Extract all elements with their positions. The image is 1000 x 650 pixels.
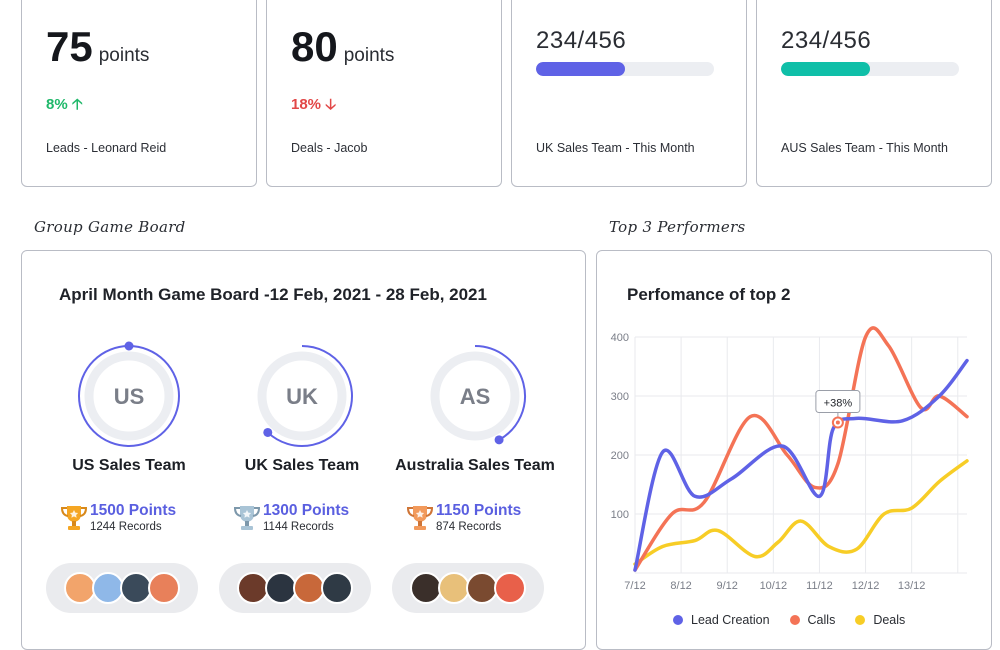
team-progress-ring: US (78, 341, 180, 447)
team-records: 1144 Records (263, 520, 334, 533)
ring-progress (267, 345, 353, 447)
game-board-title: April Month Game Board -12 Feb, 2021 - 2… (59, 285, 487, 304)
team-points-row: 1300 Points 1144 Records (231, 501, 349, 533)
legend-dot (789, 615, 800, 625)
x-tick-label: 13/12 (898, 580, 926, 592)
progress-bar-fill (781, 62, 870, 76)
x-tick-label: 12/12 (852, 580, 880, 592)
x-tick-label: 9/12 (717, 580, 738, 592)
x-tick-label: 8/12 (670, 580, 691, 592)
stat-change: 18% 🡣 (291, 96, 336, 113)
chart-title: Perfomance of top 2 (627, 285, 791, 304)
stat-label: Deals - Jacob (291, 141, 368, 155)
legend-label: Calls (807, 613, 836, 627)
stat-value: 80 points (291, 23, 395, 70)
team-name: US Sales Team (72, 457, 186, 474)
series-line[interactable] (633, 326, 969, 572)
avatar[interactable] (64, 572, 96, 604)
avatar[interactable] (494, 572, 526, 604)
team-initials: US (114, 384, 145, 409)
ring-knob[interactable] (494, 435, 504, 445)
avatar[interactable] (410, 572, 442, 604)
team-points: 1500 Points (90, 501, 177, 519)
stat-card-deals: 80 points 18% 🡣 Deals - Jacob (266, 0, 502, 187)
data-point-marker-center (835, 420, 840, 425)
legend-item[interactable]: Deals (855, 613, 905, 627)
avatar[interactable] (438, 572, 470, 604)
team-name: UK Sales Team (244, 457, 360, 474)
legend-dot (673, 615, 683, 625)
avatar[interactable] (92, 572, 124, 604)
progress-value: 234/456 (536, 27, 627, 54)
avatar[interactable] (265, 572, 297, 604)
avatar[interactable] (148, 572, 180, 604)
progress-bar (781, 62, 959, 76)
y-tick-label: 300 (611, 391, 629, 403)
y-tick-label: 400 (611, 332, 629, 344)
legend-label: Lead Creation (691, 613, 770, 627)
team-progress-ring: UK (257, 345, 353, 447)
stat-label: Leads - Leonard Reid (46, 141, 167, 155)
arrow-down-icon: 🡣 (325, 96, 336, 113)
x-tick-label: 7/12 (624, 580, 645, 592)
game-board-card: April Month Game Board -12 Feb, 2021 - 2… (21, 250, 586, 650)
performance-chart-card: Perfomance of top 2 100 200 300 400 7/12 8/12… (596, 250, 992, 650)
section-title-game-board: Group Game Board (34, 218, 186, 236)
team-uk[interactable]: UK UK Sales Team 1300 Points 1144 Records (217, 341, 387, 613)
line-chart: 100 200 300 400 7/12 8/12 9/12 10/12 11/12 12/12 1… (611, 326, 969, 592)
team-initials: UK (286, 384, 318, 409)
progress-bar (536, 62, 714, 76)
ring-knob[interactable] (124, 341, 134, 351)
tooltip-box (815, 390, 861, 414)
team-us[interactable]: US US Sales Team 1500 Points 1244 Records (44, 341, 214, 613)
series-line[interactable] (633, 358, 969, 572)
progress-label: UK Sales Team - This Month (536, 141, 695, 155)
team-avatars (219, 563, 371, 613)
ring-track (84, 351, 174, 441)
x-tick-label: 11/12 (806, 580, 833, 592)
legend-item[interactable]: Calls (789, 613, 836, 627)
x-tick-label: 10/12 (760, 580, 788, 592)
team-avatars (46, 563, 198, 613)
series-line[interactable] (633, 459, 969, 566)
ring-progress (474, 345, 526, 441)
team-initials: AS (460, 384, 491, 409)
progress-label: AUS Sales Team - This Month (781, 141, 948, 155)
legend-dot (855, 615, 866, 625)
section-title-top-performers: Top 3 Performers (609, 218, 746, 236)
team-points: 1150 Points (436, 501, 522, 519)
legend-item[interactable]: Lead Creation (673, 613, 770, 627)
avatar[interactable] (321, 572, 353, 604)
bronze-trophy-icon (406, 506, 434, 530)
progress-card-uk: 234/456 UK Sales Team - This Month (511, 0, 747, 187)
team-au[interactable]: AS Australia Sales Team 1150 Points 874 R… (390, 341, 560, 613)
progress-value: 234/456 (781, 27, 872, 54)
team-avatars (392, 563, 544, 613)
team-records: 1244 Records (90, 520, 162, 533)
stat-value: 75 points (46, 23, 150, 70)
ring-track (430, 351, 520, 441)
y-tick-label: 200 (611, 450, 629, 462)
progress-bar-fill (536, 62, 625, 76)
team-records: 874 Records (436, 520, 502, 533)
chart-legend: Lead Creation Calls Deals (673, 613, 905, 627)
progress-card-aus: 234/456 AUS Sales Team - This Month (756, 0, 992, 187)
ring-track (257, 351, 347, 441)
team-name: Australia Sales Team (395, 457, 555, 474)
y-tick-label: 100 (611, 509, 629, 521)
team-points-row: 1150 Points 874 Records (404, 501, 521, 533)
arrow-up-icon: 🡡 (71, 96, 83, 113)
tooltip-text: +38% (824, 398, 853, 410)
team-points-row: 1500 Points 1244 Records (58, 501, 176, 533)
team-progress-ring: AS (430, 345, 526, 445)
gold-trophy-icon (60, 506, 88, 530)
stat-card-leads: 75 points 8% 🡡 Leads - Leonard Reid (21, 0, 257, 187)
team-points: 1300 Points (263, 501, 350, 519)
legend-label: Deals (873, 613, 906, 627)
silver-trophy-icon (233, 506, 261, 530)
stat-change: 8% 🡡 (46, 96, 83, 113)
ring-knob[interactable] (263, 427, 273, 437)
